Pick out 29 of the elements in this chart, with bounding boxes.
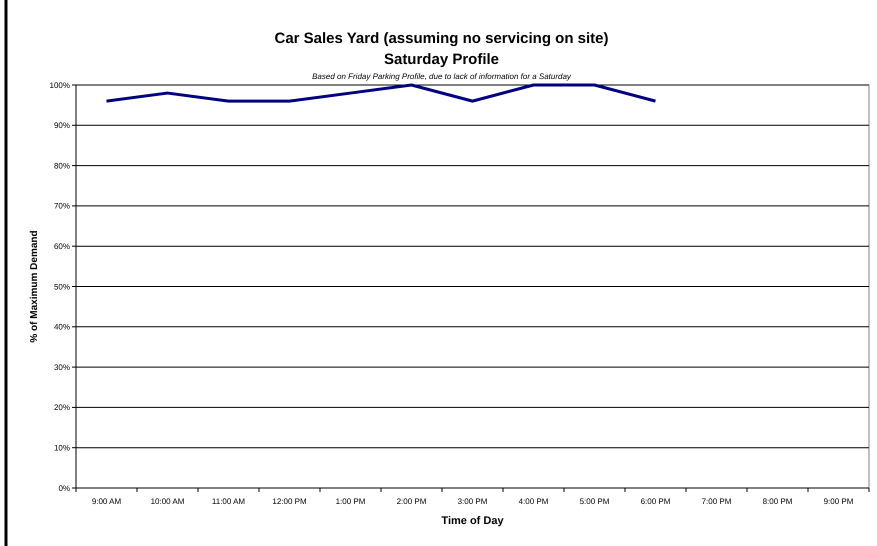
chart-subtitle: Saturday Profile xyxy=(384,51,500,68)
y-tick-label: 90% xyxy=(54,121,70,130)
y-tick-label: 100% xyxy=(50,80,70,90)
y-tick-label: 50% xyxy=(54,282,70,292)
y-tick-label: 20% xyxy=(54,403,70,412)
x-tick-label: 10:00 AM xyxy=(150,497,185,506)
x-axis-title: Time of Day xyxy=(441,515,504,527)
y-tick-label: 30% xyxy=(54,362,70,372)
x-tick-label: 7:00 PM xyxy=(702,497,732,506)
y-tick-label: 70% xyxy=(54,202,70,211)
text: Based on Friday Parking Profile, due to lack of information for a Saturday xyxy=(312,72,572,81)
y-tick-label: 60% xyxy=(54,242,70,251)
y-tick-label: 10% xyxy=(54,444,70,452)
x-tick-label: 1:00 PM xyxy=(336,497,366,506)
y-tick-label: 0% xyxy=(58,484,70,493)
x-tick-label: 8:00 PM xyxy=(762,497,793,506)
x-tick-label: 11:00 AM xyxy=(212,497,246,506)
y-tick-label: 80% xyxy=(54,161,70,170)
x-tick-label: 5:00 PM xyxy=(580,497,610,506)
x-tick-label: 2:00 PM xyxy=(396,497,427,506)
x-tick-label: 3:00 PM xyxy=(458,497,488,506)
x-tick-label: 6:00 PM xyxy=(640,497,671,506)
x-tick-label: 9:00 AM xyxy=(92,497,122,506)
y-tick-label: 40% xyxy=(54,322,70,332)
x-tick-label: 9:00 PM xyxy=(824,497,854,506)
x-tick-label: 4:00 PM xyxy=(518,497,549,506)
chart-title: Car Sales Yard (assuming no servicing on site) xyxy=(274,30,609,47)
y-axis-title: % of Maximum Demand xyxy=(29,230,40,343)
x-tick-label: 12:00 PM xyxy=(272,497,307,506)
